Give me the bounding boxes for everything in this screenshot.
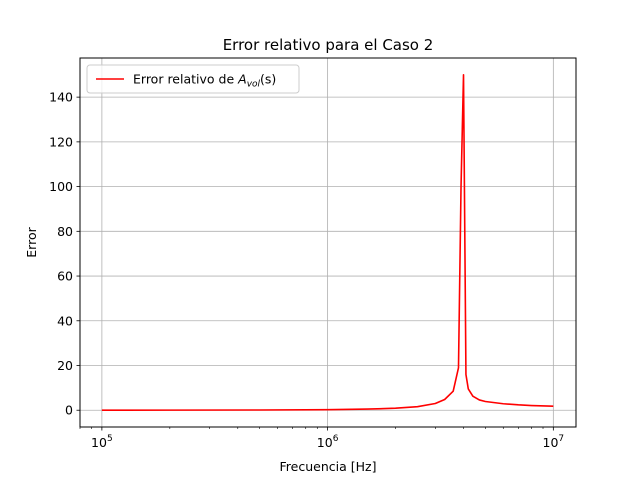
- series-line: [101, 73, 554, 411]
- x-tick-label: 106: [317, 434, 339, 450]
- y-tick-label: 40: [57, 313, 73, 328]
- legend: Error relativo de Avol(s): [86, 64, 300, 94]
- legend-box: [86, 64, 300, 94]
- y-tick-label: 80: [57, 224, 73, 239]
- y-tick-label: 20: [57, 358, 73, 373]
- chart-title: Error relativo para el Caso 2: [223, 36, 434, 54]
- y-tick-label: 100: [49, 179, 73, 194]
- y-axis-label: Error: [24, 226, 39, 257]
- legend-symbol: A: [237, 72, 247, 87]
- legend-suffix: (s): [260, 72, 276, 87]
- y-tick-label: 60: [57, 269, 73, 284]
- legend-prefix: Error relativo de: [133, 72, 238, 87]
- ticks-layer: 105 106 107 0 20 40 60 80 100 120 140: [49, 90, 564, 450]
- legend-subscript: vol: [247, 80, 261, 90]
- y-tick-label: 0: [65, 403, 73, 418]
- grid-layer: [80, 58, 576, 427]
- y-tick-label: 140: [49, 90, 73, 105]
- series-layer: [101, 73, 554, 411]
- x-axis-label: Frecuencia [Hz]: [280, 459, 377, 474]
- x-tick-label: 107: [543, 434, 565, 450]
- x-tick-label: 105: [91, 434, 113, 450]
- legend-entry-label: Error relativo de Avol(s): [133, 72, 276, 90]
- y-tick-label: 120: [49, 134, 73, 149]
